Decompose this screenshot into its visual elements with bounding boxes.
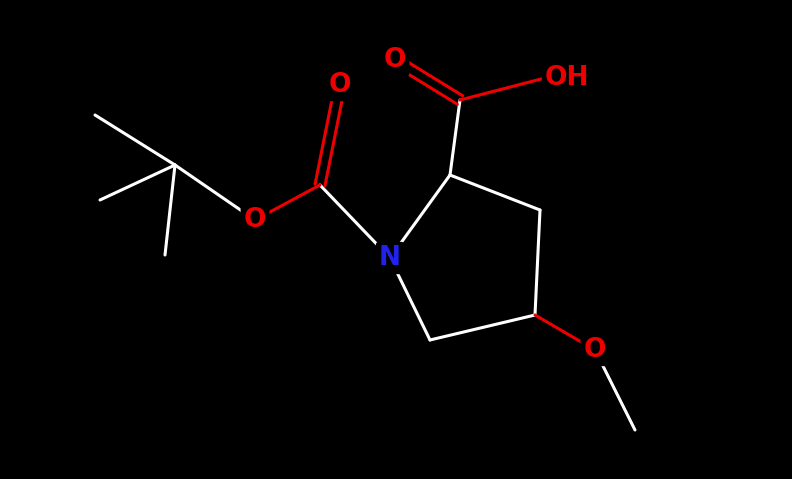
Text: OH: OH: [545, 65, 589, 91]
Text: O: O: [384, 47, 406, 73]
Text: O: O: [244, 207, 266, 233]
Text: N: N: [379, 245, 401, 271]
Text: O: O: [584, 337, 606, 363]
Text: O: O: [329, 72, 351, 98]
